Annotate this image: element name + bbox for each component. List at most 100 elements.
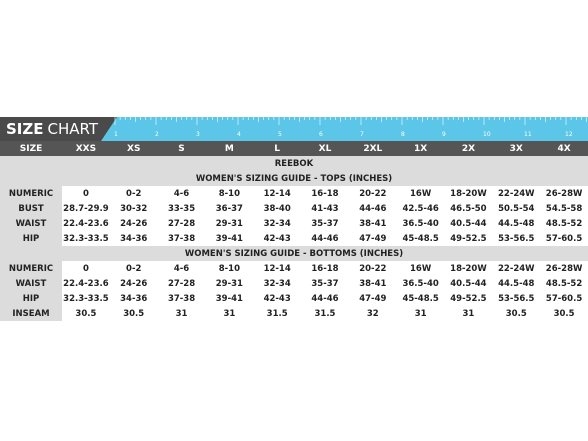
cell: 4-6 bbox=[173, 188, 190, 199]
cell: 49-52.5 bbox=[450, 233, 487, 244]
cell: 39-41 bbox=[215, 233, 243, 244]
ruler-numbers: 1 2 3 4 5 6 7 8 9 10 11 12 bbox=[0, 117, 588, 141]
title: SIZE CHART bbox=[6, 117, 98, 141]
cell: 22.4-23.6 bbox=[63, 278, 109, 289]
cell: 16-18 bbox=[311, 188, 339, 199]
title-bold: SIZE bbox=[6, 120, 44, 138]
cell: 46.5-50 bbox=[450, 203, 487, 214]
column-header: L bbox=[274, 143, 281, 154]
cell: 31.5 bbox=[266, 308, 288, 319]
cell: 44.5-48 bbox=[498, 278, 535, 289]
cell: 24-26 bbox=[120, 278, 148, 289]
cell: 36-37 bbox=[215, 203, 243, 214]
cell: 8-10 bbox=[218, 263, 240, 274]
cell: 0-2 bbox=[126, 188, 142, 199]
row-label: WAIST bbox=[0, 216, 62, 231]
cell: 40.5-44 bbox=[450, 218, 487, 229]
cell: 0-2 bbox=[126, 263, 142, 274]
column-header: S bbox=[178, 143, 185, 154]
cell: 31 bbox=[223, 308, 236, 319]
ruler-number: 7 bbox=[360, 131, 364, 138]
ruler-number: 2 bbox=[155, 131, 159, 138]
cell: 20-22 bbox=[359, 263, 387, 274]
row-label: HIP bbox=[0, 231, 62, 246]
cell: 32 bbox=[366, 308, 379, 319]
cell: 0 bbox=[82, 263, 89, 274]
column-header: 3X bbox=[509, 143, 523, 154]
cell: 36.5-40 bbox=[402, 278, 439, 289]
cell: 44-46 bbox=[359, 203, 387, 214]
cell: 12-14 bbox=[263, 188, 291, 199]
cell: 0 bbox=[82, 188, 89, 199]
row-label: HIP bbox=[0, 291, 62, 306]
column-header: 2XL bbox=[363, 143, 383, 154]
column-header: XS bbox=[127, 143, 141, 154]
cell: 42.5-46 bbox=[402, 203, 439, 214]
cell: 18-20W bbox=[450, 263, 487, 274]
cell: 53-56.5 bbox=[498, 233, 535, 244]
cell: 44-46 bbox=[311, 233, 339, 244]
cell: 29-31 bbox=[215, 278, 243, 289]
cell: 30.5 bbox=[75, 308, 97, 319]
cell: 57-60.5 bbox=[545, 293, 583, 304]
title-light: CHART bbox=[47, 120, 99, 138]
cell: 35-37 bbox=[311, 218, 339, 229]
ruler-number: 1 bbox=[114, 131, 118, 138]
cell: 48.5-52 bbox=[545, 218, 583, 229]
cell: 20-22 bbox=[359, 188, 387, 199]
ruler bbox=[101, 117, 588, 141]
cell: 22-24W bbox=[497, 263, 535, 274]
column-header: M bbox=[224, 143, 234, 154]
cell: 40.5-44 bbox=[450, 278, 487, 289]
ruler-bg bbox=[101, 117, 588, 141]
ruler-number: 8 bbox=[401, 131, 405, 138]
cell: 32-34 bbox=[263, 218, 291, 229]
cell: 31 bbox=[414, 308, 427, 319]
cell: 33-35 bbox=[167, 203, 196, 214]
cell: 37-38 bbox=[167, 293, 196, 304]
ruler-number: 10 bbox=[483, 131, 491, 138]
ruler-number: 12 bbox=[565, 131, 573, 138]
brand: REEBOK bbox=[0, 156, 588, 171]
row-label: BUST bbox=[0, 201, 62, 216]
cell: 31 bbox=[462, 308, 475, 319]
cell: 38-41 bbox=[359, 218, 387, 229]
cell: 53-56.5 bbox=[498, 293, 535, 304]
section-title: WOMEN'S SIZING GUIDE - BOTTOMS (INCHES) bbox=[0, 246, 588, 261]
cell: 30.5 bbox=[553, 308, 575, 319]
column-header: 2X bbox=[461, 143, 476, 154]
cell: 37-38 bbox=[167, 233, 196, 244]
cell: 16W bbox=[410, 263, 432, 274]
cell: 22.4-23.6 bbox=[63, 218, 109, 229]
cell: 44-46 bbox=[311, 293, 339, 304]
cell: 31 bbox=[175, 308, 188, 319]
cell: 18-20W bbox=[450, 188, 487, 199]
row-label: NUMERIC bbox=[0, 261, 62, 276]
cell: 44.5-48 bbox=[498, 218, 535, 229]
cell: 35-37 bbox=[311, 278, 339, 289]
cell: 31.5 bbox=[314, 308, 336, 319]
cell: 42-43 bbox=[263, 233, 291, 244]
cell: 38-41 bbox=[359, 278, 387, 289]
cell: 36.5-40 bbox=[402, 218, 439, 229]
cell: 30.5 bbox=[505, 308, 527, 319]
ruler-number: 9 bbox=[442, 131, 446, 138]
ruler-ticks bbox=[114, 117, 587, 125]
column-header: SIZE bbox=[19, 143, 43, 154]
row-label: NUMERIC bbox=[0, 186, 62, 201]
cell: 42-43 bbox=[263, 293, 291, 304]
cell: 50.5-54 bbox=[498, 203, 535, 214]
cell: 47-49 bbox=[359, 293, 387, 304]
cell: 34-36 bbox=[120, 293, 148, 304]
cell: 57-60.5 bbox=[545, 233, 583, 244]
ruler-number: 4 bbox=[237, 131, 241, 138]
ruler-number: 6 bbox=[319, 131, 323, 138]
cell: 30.5 bbox=[123, 308, 145, 319]
cell: 39-41 bbox=[215, 293, 243, 304]
cell: 45-48.5 bbox=[402, 293, 439, 304]
cell: 24-26 bbox=[120, 218, 148, 229]
cell: 26-28W bbox=[545, 188, 583, 199]
cell: 34-36 bbox=[120, 233, 148, 244]
cell: 16-18 bbox=[311, 263, 339, 274]
cell: 12-14 bbox=[263, 263, 291, 274]
